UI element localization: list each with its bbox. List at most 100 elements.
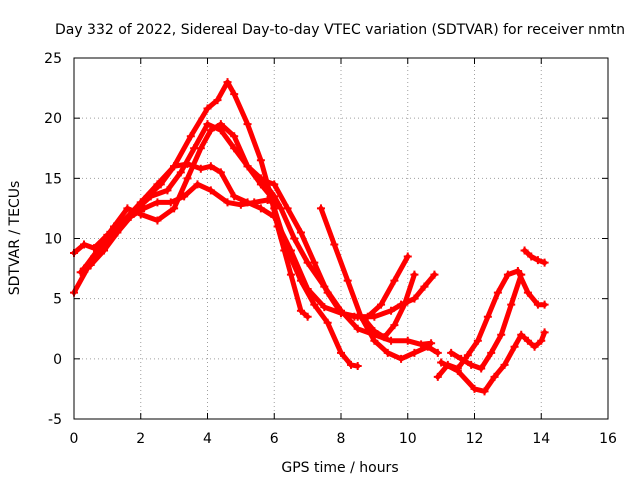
series-line bbox=[361, 272, 417, 340]
data-point-marker bbox=[403, 336, 412, 345]
y-axis-label: SDTVAR / TECUs bbox=[7, 181, 23, 296]
y-tick-label: 20 bbox=[44, 111, 62, 127]
data-point-marker bbox=[433, 348, 442, 357]
data-point-marker bbox=[100, 246, 109, 255]
data-point-marker bbox=[383, 348, 392, 357]
data-point-marker bbox=[186, 132, 195, 141]
data-point-marker bbox=[183, 174, 192, 183]
data-point-marker bbox=[303, 258, 312, 267]
series-sat-j bbox=[437, 328, 549, 396]
data-point-marker bbox=[477, 364, 486, 373]
data-point-marker bbox=[243, 162, 252, 171]
data-point-marker bbox=[540, 300, 549, 309]
series-line bbox=[78, 161, 437, 320]
data-point-marker bbox=[533, 300, 542, 309]
data-point-marker bbox=[400, 300, 409, 309]
data-point-marker bbox=[417, 340, 426, 349]
data-point-marker bbox=[350, 312, 359, 321]
data-point-marker bbox=[500, 360, 509, 369]
series-line bbox=[318, 205, 441, 362]
series-line bbox=[255, 175, 411, 320]
data-point-marker bbox=[143, 192, 152, 201]
data-point-marker bbox=[216, 126, 225, 135]
data-point-marker bbox=[423, 342, 432, 351]
data-point-marker bbox=[243, 120, 252, 129]
data-point-marker bbox=[163, 186, 172, 195]
data-point-marker bbox=[223, 78, 232, 87]
data-point-marker bbox=[483, 312, 492, 321]
data-point-marker bbox=[250, 198, 259, 207]
data-point-marker bbox=[230, 90, 239, 99]
data-point-marker bbox=[403, 252, 412, 261]
series-sat-f bbox=[253, 174, 412, 321]
data-point-marker bbox=[270, 212, 279, 221]
data-point-marker bbox=[263, 195, 272, 204]
data-point-marker bbox=[457, 354, 466, 363]
data-point-marker bbox=[156, 180, 165, 189]
data-point-marker bbox=[397, 354, 406, 363]
data-point-marker bbox=[203, 104, 212, 113]
data-point-marker bbox=[153, 216, 162, 225]
data-point-marker bbox=[296, 228, 305, 237]
data-point-marker bbox=[387, 306, 396, 315]
data-point-marker bbox=[180, 192, 189, 201]
y-tick-label: 0 bbox=[53, 352, 62, 368]
series-sat-i bbox=[433, 266, 549, 381]
data-point-marker bbox=[343, 276, 352, 285]
data-point-marker bbox=[86, 260, 95, 269]
data-point-marker bbox=[493, 288, 502, 297]
data-point-marker bbox=[310, 258, 319, 267]
x-tick-label: 14 bbox=[532, 431, 550, 447]
data-point-marker bbox=[530, 342, 539, 351]
data-point-marker bbox=[216, 168, 225, 177]
series-sat-h bbox=[360, 270, 419, 342]
data-point-marker bbox=[303, 285, 312, 294]
series-line bbox=[522, 248, 548, 266]
data-point-marker bbox=[510, 342, 519, 351]
data-point-marker bbox=[113, 228, 122, 237]
data-point-marker bbox=[206, 162, 215, 171]
data-point-marker bbox=[520, 246, 529, 255]
data-point-marker bbox=[537, 336, 546, 345]
data-point-marker bbox=[170, 204, 179, 213]
series-sat-l bbox=[520, 246, 549, 267]
data-point-marker bbox=[170, 162, 179, 171]
series-line bbox=[435, 268, 548, 380]
data-point-marker bbox=[523, 336, 532, 345]
data-point-marker bbox=[463, 351, 472, 360]
data-point-marker bbox=[213, 96, 222, 105]
data-point-marker bbox=[540, 258, 549, 267]
series-sat-g bbox=[316, 204, 442, 363]
data-point-marker bbox=[353, 362, 362, 371]
data-point-marker bbox=[256, 204, 265, 213]
x-tick-label: 6 bbox=[270, 431, 279, 447]
data-point-marker bbox=[430, 270, 439, 279]
data-point-marker bbox=[196, 164, 205, 173]
data-point-marker bbox=[230, 132, 239, 141]
data-point-marker bbox=[270, 180, 279, 189]
data-point-marker bbox=[487, 348, 496, 357]
data-point-marker bbox=[360, 315, 369, 324]
x-tick-label: 8 bbox=[337, 431, 346, 447]
data-point-marker bbox=[76, 268, 85, 277]
data-point-marker bbox=[316, 204, 325, 213]
data-point-marker bbox=[203, 120, 212, 129]
data-point-marker bbox=[447, 348, 456, 357]
data-point-marker bbox=[420, 282, 429, 291]
data-point-marker bbox=[353, 324, 362, 333]
data-point-marker bbox=[166, 198, 175, 207]
x-tick-label: 2 bbox=[136, 431, 145, 447]
data-point-marker bbox=[230, 192, 239, 201]
data-point-marker bbox=[370, 336, 379, 345]
series-sat-e bbox=[86, 180, 282, 269]
y-tick-label: 25 bbox=[44, 51, 62, 67]
data-point-marker bbox=[370, 327, 379, 336]
series-layer bbox=[70, 78, 549, 396]
grid-layer bbox=[74, 58, 608, 419]
data-point-marker bbox=[390, 276, 399, 285]
data-point-marker bbox=[236, 200, 245, 209]
data-point-marker bbox=[303, 312, 312, 321]
data-point-marker bbox=[230, 144, 239, 153]
data-point-marker bbox=[527, 252, 536, 261]
